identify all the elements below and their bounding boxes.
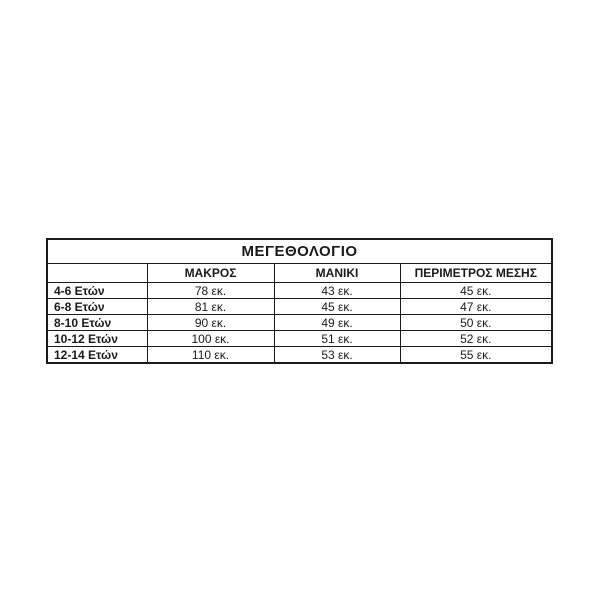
table-title: ΜΕΓΕΘΟΛΟΓΙΟ: [46, 238, 553, 264]
table-row: 10-12 Ετών 100 εκ. 51 εκ. 52 εκ.: [46, 330, 553, 347]
cell-length: 81 εκ.: [146, 298, 275, 315]
table-row: 6-8 Ετών 81 εκ. 45 εκ. 47 εκ.: [46, 298, 553, 315]
row-label: 8-10 Ετών: [46, 314, 148, 331]
column-header-length: ΜΑΚΡΟΣ: [146, 263, 275, 283]
table-row: 4-6 Ετών 78 εκ. 43 εκ. 45 εκ.: [46, 282, 553, 299]
cell-length: 90 εκ.: [146, 314, 275, 331]
cell-sleeve: 49 εκ.: [273, 314, 401, 331]
size-guide-table: ΜΕΓΕΘΟΛΟΓΙΟ ΜΑΚΡΟΣ ΜΑΝΙΚΙ ΠΕΡΙΜΕΤΡΟΣ ΜΕΣ…: [46, 238, 553, 364]
cell-sleeve: 53 εκ.: [273, 346, 401, 364]
cell-waist: 55 εκ.: [399, 346, 553, 364]
column-header-waist: ΠΕΡΙΜΕΤΡΟΣ ΜΕΣΗΣ: [399, 263, 553, 283]
row-label: 10-12 Ετών: [46, 330, 148, 347]
cell-sleeve: 45 εκ.: [273, 298, 401, 315]
size-table-body: ΜΕΓΕΘΟΛΟΓΙΟ ΜΑΚΡΟΣ ΜΑΝΙΚΙ ΠΕΡΙΜΕΤΡΟΣ ΜΕΣ…: [46, 238, 553, 364]
cell-waist: 47 εκ.: [399, 298, 553, 315]
cell-waist: 45 εκ.: [399, 282, 553, 299]
cell-length: 78 εκ.: [146, 282, 275, 299]
cell-length: 100 εκ.: [146, 330, 275, 347]
cell-sleeve: 51 εκ.: [273, 330, 401, 347]
table-row: 12-14 Ετών 110 εκ. 53 εκ. 55 εκ.: [46, 346, 553, 364]
row-label: 12-14 Ετών: [46, 346, 148, 364]
cell-length: 110 εκ.: [146, 346, 275, 364]
table-title-row: ΜΕΓΕΘΟΛΟΓΙΟ: [46, 238, 553, 264]
row-label: 6-8 Ετών: [46, 298, 148, 315]
row-label: 4-6 Ετών: [46, 282, 148, 299]
cell-sleeve: 43 εκ.: [273, 282, 401, 299]
table-header-row: ΜΑΚΡΟΣ ΜΑΝΙΚΙ ΠΕΡΙΜΕΤΡΟΣ ΜΕΣΗΣ: [46, 263, 553, 283]
column-header-sleeve: ΜΑΝΙΚΙ: [273, 263, 401, 283]
cell-waist: 50 εκ.: [399, 314, 553, 331]
table-row: 8-10 Ετών 90 εκ. 49 εκ. 50 εκ.: [46, 314, 553, 331]
cell-waist: 52 εκ.: [399, 330, 553, 347]
column-header-age: [46, 263, 148, 283]
